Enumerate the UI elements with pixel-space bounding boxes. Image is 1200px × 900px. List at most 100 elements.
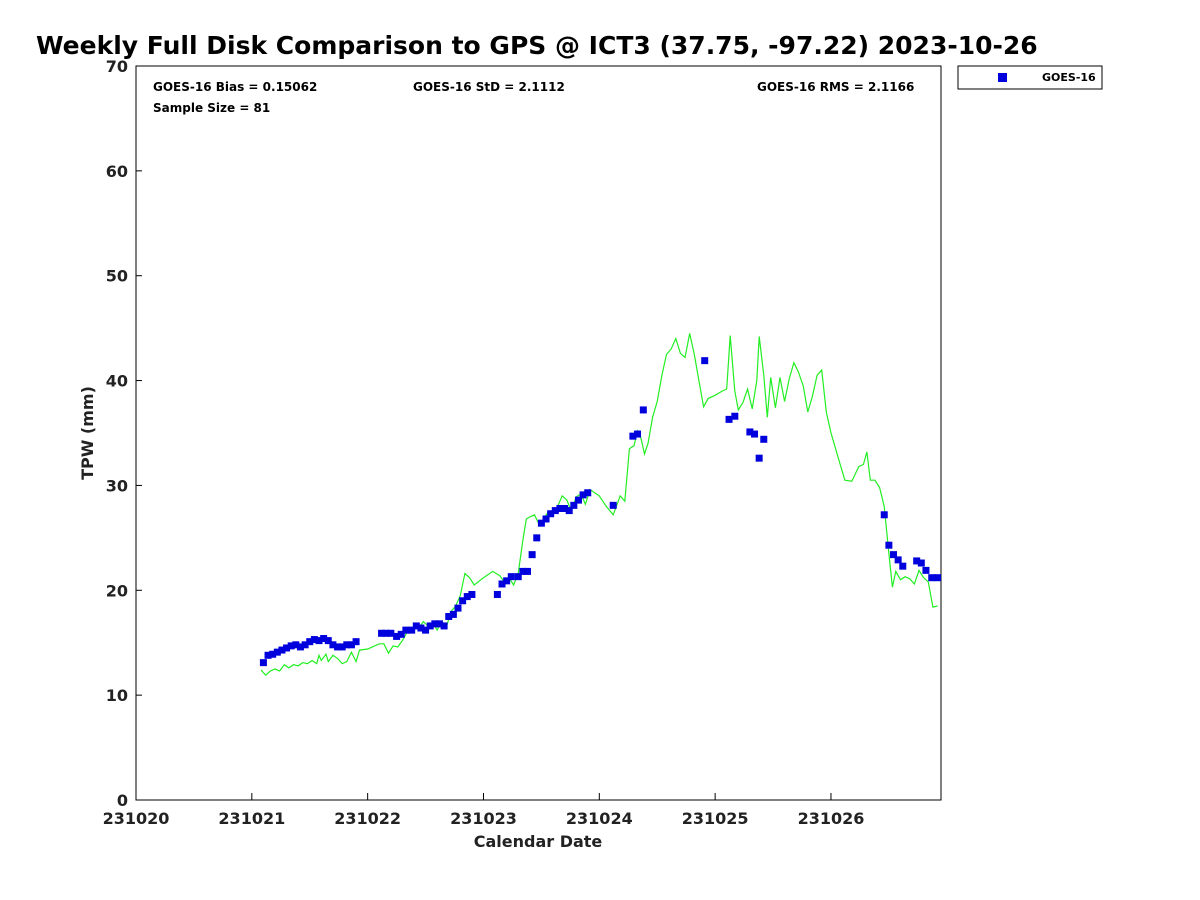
- goes16-point: [880, 511, 888, 519]
- bias-stat: GOES-16 Bias = 0.15062: [153, 80, 317, 94]
- goes16-point: [894, 556, 902, 564]
- goes16-point: [890, 551, 898, 559]
- goes16-point: [343, 641, 351, 649]
- goes16-point: [393, 632, 401, 640]
- goes16-point: [264, 651, 272, 659]
- y-tick-label: 50: [106, 267, 128, 286]
- goes16-point: [397, 630, 405, 638]
- goes16-point: [417, 624, 425, 632]
- x-tick-label: 231024: [566, 809, 633, 828]
- goes16-point: [449, 610, 457, 618]
- y-tick-label: 20: [106, 581, 128, 600]
- y-tick-label: 40: [106, 372, 128, 391]
- goes16-point: [347, 641, 355, 649]
- std-stat: GOES-16 StD = 2.1112: [413, 80, 565, 94]
- goes16-point: [542, 515, 550, 523]
- legend: GOES-16: [957, 65, 1103, 90]
- x-tick-label: 231023: [450, 809, 517, 828]
- goes16-point: [533, 534, 541, 542]
- goes16-point: [426, 622, 434, 630]
- goes16-point: [408, 626, 416, 634]
- goes16-point: [273, 648, 281, 656]
- goes16-point: [561, 504, 569, 512]
- goes16-point: [760, 435, 768, 443]
- x-tick-label: 231020: [103, 809, 170, 828]
- goes16-point: [382, 629, 390, 637]
- goes16-point: [556, 504, 564, 512]
- y-tick-label: 70: [106, 57, 128, 76]
- goes16-point: [514, 573, 522, 581]
- y-axis: 0 10 20 30 40 50 60 70: [106, 57, 142, 810]
- goes16-point: [283, 644, 291, 652]
- goes16-point: [338, 643, 346, 651]
- goes16-point: [306, 638, 314, 646]
- plot-area: [135, 65, 942, 801]
- legend-marker-goes16: [998, 73, 1007, 82]
- goes16-point: [440, 622, 448, 630]
- x-tick-label: 231025: [682, 809, 749, 828]
- goes16-point: [751, 430, 759, 438]
- goes16-point: [498, 580, 506, 588]
- goes16-point: [320, 635, 328, 643]
- goes16-point: [422, 626, 430, 634]
- goes16-point: [570, 501, 578, 509]
- goes16-point: [913, 557, 921, 565]
- chart-title: Weekly Full Disk Comparison to GPS @ ICT…: [36, 31, 1038, 60]
- goes16-point: [731, 412, 739, 420]
- goes16-point: [725, 415, 733, 423]
- goes16-point: [746, 428, 754, 436]
- goes16-point: [269, 650, 277, 658]
- goes16-point: [701, 357, 709, 365]
- goes16-point: [352, 638, 360, 646]
- goes16-point: [324, 637, 332, 645]
- goes16-point: [463, 593, 471, 601]
- goes16-point: [301, 641, 309, 649]
- x-tick-label: 231022: [334, 809, 401, 828]
- sample-size-stat: Sample Size = 81: [153, 101, 270, 115]
- goes16-point: [435, 620, 443, 628]
- x-axis-label: Calendar Date: [474, 832, 603, 851]
- goes16-point: [412, 622, 420, 630]
- x-axis: 231020 231021 231022 231023 231024 231025 2310…: [103, 793, 865, 828]
- goes16-point: [639, 406, 647, 414]
- goes16-point: [387, 629, 395, 637]
- goes16-point: [528, 551, 536, 559]
- goes16-point: [315, 637, 323, 645]
- legend-box: [957, 65, 1103, 90]
- goes16-point: [378, 629, 386, 637]
- goes16-point: [468, 590, 476, 598]
- goes16-point: [584, 489, 592, 497]
- goes16-point: [629, 432, 637, 440]
- goes16-point: [547, 510, 555, 518]
- goes16-point: [296, 643, 304, 651]
- goes16-point: [928, 574, 936, 582]
- goes16-point: [537, 519, 545, 527]
- goes16-point: [445, 613, 453, 620]
- goes16-point: [334, 643, 342, 651]
- goes16-point: [885, 541, 893, 549]
- goes16-point: [899, 562, 907, 570]
- gps-series-line: [260, 333, 938, 677]
- goes16-point: [922, 566, 930, 574]
- goes16-point: [503, 577, 511, 585]
- series-layer: [259, 333, 942, 677]
- goes16-point: [523, 567, 531, 575]
- goes16-point: [310, 636, 318, 644]
- y-tick-label: 10: [106, 686, 128, 705]
- goes16-point: [609, 501, 617, 509]
- goes16-point: [459, 597, 467, 605]
- goes16-point: [507, 573, 515, 581]
- goes16-point: [574, 496, 582, 504]
- goes16-point: [565, 507, 573, 515]
- goes16-point: [917, 559, 925, 567]
- goes16-point: [934, 574, 942, 582]
- goes16-point: [287, 642, 295, 650]
- goes16-point: [454, 604, 462, 612]
- goes16-point: [579, 491, 587, 499]
- y-tick-label: 30: [106, 476, 128, 495]
- legend-label-goes16: GOES-16: [1042, 71, 1096, 84]
- x-tick-label: 231026: [798, 809, 865, 828]
- goes16-point: [634, 430, 642, 438]
- goes16-point: [278, 646, 286, 654]
